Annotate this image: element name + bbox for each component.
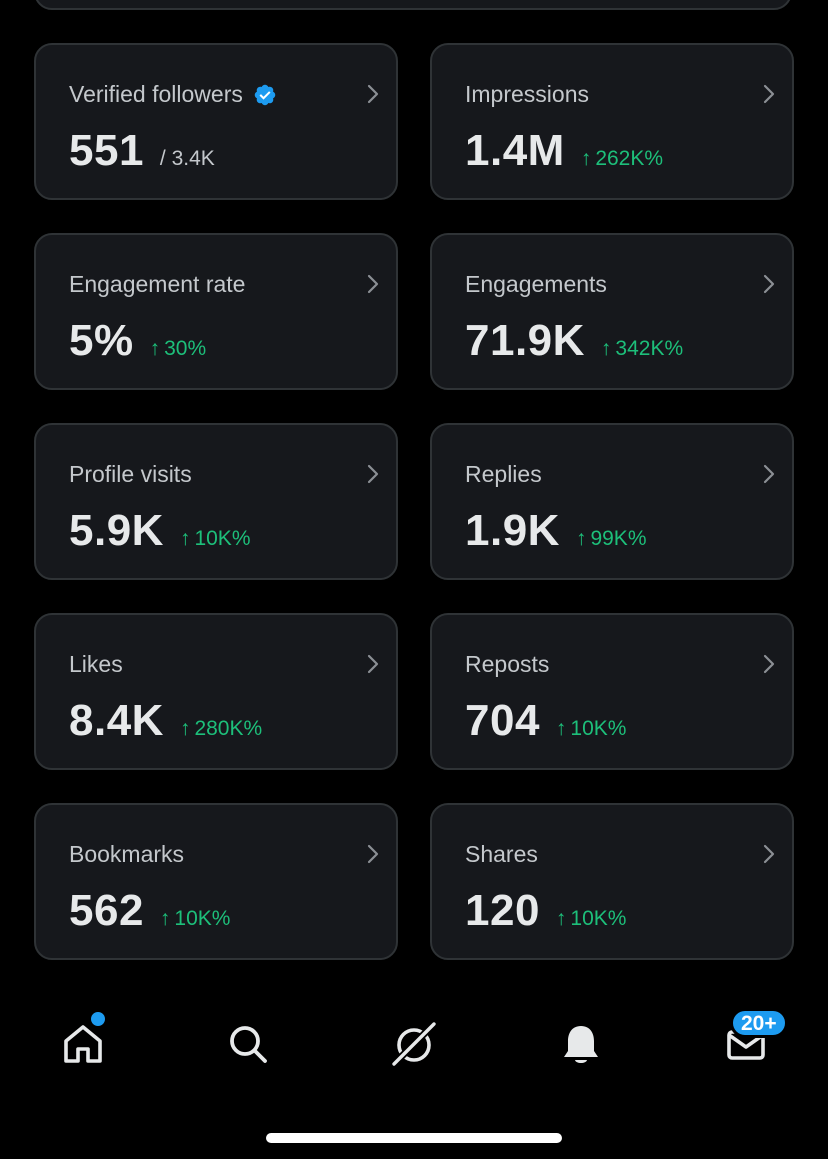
metric-value-row: 1.4M ↑ 262K% xyxy=(465,129,663,173)
metric-value: 8.4K xyxy=(69,696,164,745)
metric-value: 704 xyxy=(465,696,540,745)
bottom-navigation-bar: 20+ xyxy=(0,1000,828,1090)
metric-value: 1.9K xyxy=(465,506,560,555)
metric-delta-value: 342K% xyxy=(615,337,684,360)
metric-delta-value: 280K% xyxy=(194,717,263,740)
metric-delta: ↑ 10K% xyxy=(180,527,251,551)
metric-delta: ↑ 10K% xyxy=(556,907,627,931)
nav-home-button[interactable] xyxy=(55,1010,111,1072)
metric-card-verified-followers[interactable]: Verified followers 551 / 3.4K xyxy=(34,43,398,200)
metric-delta: ↑ 30% xyxy=(150,337,207,361)
chevron-right-icon xyxy=(763,274,775,294)
metric-value: 71.9K xyxy=(465,316,585,365)
metric-card-impressions[interactable]: Impressions 1.4M ↑ 262K% xyxy=(430,43,794,200)
metric-label: Likes xyxy=(69,651,123,677)
nav-messages-button[interactable]: 20+ xyxy=(718,1008,788,1072)
chevron-right-icon xyxy=(763,464,775,484)
chevron-right-icon xyxy=(763,844,775,864)
search-icon xyxy=(230,1026,267,1063)
metric-delta-value: 30% xyxy=(164,337,207,360)
metric-value-row: 120 ↑ 10K% xyxy=(465,889,626,933)
nav-grok-button[interactable] xyxy=(386,1016,442,1072)
chevron-right-icon xyxy=(367,274,379,294)
metric-delta: ↑ 10K% xyxy=(556,717,627,741)
metric-label: Impressions xyxy=(465,81,589,107)
metric-value: 551 xyxy=(69,126,144,175)
metric-card-engagement-rate[interactable]: Engagement rate 5% ↑ 30% xyxy=(34,233,398,390)
unread-count-badge: 20+ xyxy=(730,1008,788,1038)
chevron-right-icon xyxy=(367,844,379,864)
metric-value-row: 5.9K ↑ 10K% xyxy=(69,509,251,553)
metric-label: Engagement rate xyxy=(69,271,246,297)
metric-delta-value: 10K% xyxy=(570,717,627,740)
home-icon xyxy=(64,1025,102,1063)
metric-value-row: 704 ↑ 10K% xyxy=(465,699,626,743)
metric-value-row: 71.9K ↑ 342K% xyxy=(465,319,683,363)
metric-delta-value: 99K% xyxy=(590,527,647,550)
metric-card-engagements[interactable]: Engagements 71.9K ↑ 342K% xyxy=(430,233,794,390)
notification-dot xyxy=(89,1010,107,1028)
metric-value-row: 562 ↑ 10K% xyxy=(69,889,230,933)
chevron-right-icon xyxy=(763,654,775,674)
metric-label: Shares xyxy=(465,841,538,867)
metric-card-bookmarks[interactable]: Bookmarks 562 ↑ 10K% xyxy=(34,803,398,960)
arrow-up-icon: ↑ xyxy=(149,337,161,360)
arrow-up-icon: ↑ xyxy=(179,527,191,550)
metric-label: Profile visits xyxy=(69,461,192,487)
metric-delta: ↑ 99K% xyxy=(576,527,647,551)
arrow-up-icon: ↑ xyxy=(159,907,171,930)
metric-value: 120 xyxy=(465,886,540,935)
metric-delta: ↑ 262K% xyxy=(581,147,663,171)
metric-value: 5.9K xyxy=(69,506,164,555)
metric-value-row: 5% ↑ 30% xyxy=(69,319,206,363)
metric-delta-value: 10K% xyxy=(570,907,627,930)
nav-search-button[interactable] xyxy=(220,1016,276,1072)
chevron-right-icon xyxy=(367,654,379,674)
metric-delta-value: 262K% xyxy=(595,147,664,170)
arrow-up-icon: ↑ xyxy=(600,337,612,360)
arrow-up-icon: ↑ xyxy=(555,717,567,740)
metric-label-row: Verified followers xyxy=(69,81,277,108)
metric-label: Verified followers xyxy=(69,81,243,107)
arrow-up-icon: ↑ xyxy=(179,717,191,740)
previous-card-edge xyxy=(34,0,792,10)
metric-card-shares[interactable]: Shares 120 ↑ 10K% xyxy=(430,803,794,960)
metric-label: Replies xyxy=(465,461,542,487)
metric-card-reposts[interactable]: Reposts 704 ↑ 10K% xyxy=(430,613,794,770)
metric-delta: ↑ 342K% xyxy=(601,337,683,361)
metric-value: 562 xyxy=(69,886,144,935)
chevron-right-icon xyxy=(367,84,379,104)
metric-total: / 3.4K xyxy=(159,147,215,170)
metric-value: 5% xyxy=(69,316,134,365)
metric-value: 1.4M xyxy=(465,126,565,175)
chevron-right-icon xyxy=(367,464,379,484)
home-indicator-bar[interactable] xyxy=(266,1133,562,1143)
metric-label: Bookmarks xyxy=(69,841,185,867)
metric-delta: ↑ 280K% xyxy=(180,717,262,741)
verified-badge-icon xyxy=(253,83,277,107)
chevron-right-icon xyxy=(763,84,775,104)
metric-value-row: 8.4K ↑ 280K% xyxy=(69,699,262,743)
arrow-up-icon: ↑ xyxy=(555,907,567,930)
arrow-up-icon: ↑ xyxy=(580,147,592,170)
metric-label: Reposts xyxy=(465,651,550,677)
metric-value-row: 551 / 3.4K xyxy=(69,129,215,173)
metrics-grid: Verified followers 551 / 3.4K Impression… xyxy=(34,43,794,960)
metric-delta-value: 10K% xyxy=(194,527,251,550)
bell-icon xyxy=(564,1026,598,1063)
metric-card-replies[interactable]: Replies 1.9K ↑ 99K% xyxy=(430,423,794,580)
grok-icon xyxy=(389,1019,439,1069)
nav-notifications-button[interactable] xyxy=(553,1016,609,1072)
metric-card-profile-visits[interactable]: Profile visits 5.9K ↑ 10K% xyxy=(34,423,398,580)
metric-label: Engagements xyxy=(465,271,607,297)
metric-card-likes[interactable]: Likes 8.4K ↑ 280K% xyxy=(34,613,398,770)
arrow-up-icon: ↑ xyxy=(575,527,587,550)
metric-delta-value: 10K% xyxy=(174,907,231,930)
metric-delta: ↑ 10K% xyxy=(160,907,231,931)
metric-value-row: 1.9K ↑ 99K% xyxy=(465,509,647,553)
